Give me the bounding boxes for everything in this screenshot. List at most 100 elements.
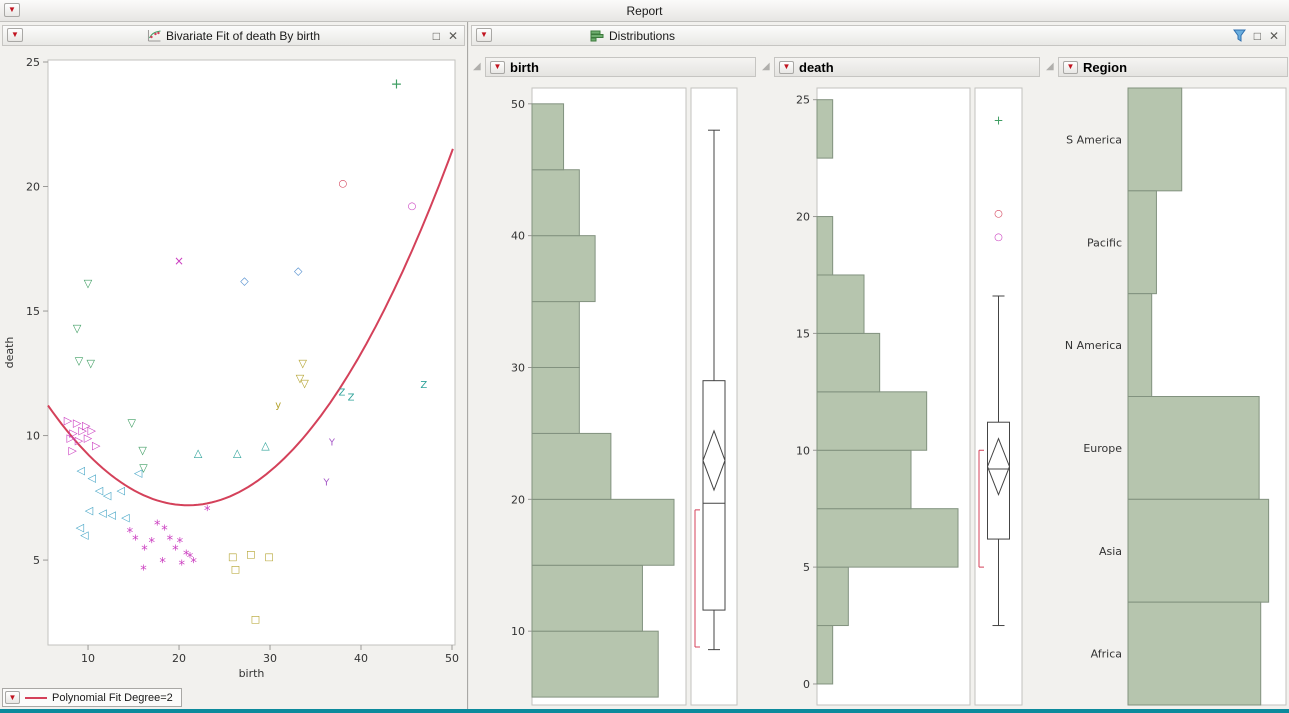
scatter-point-asterisk-magenta[interactable]: * (148, 536, 155, 551)
histogram-bar[interactable] (531, 630, 659, 698)
region-bar[interactable] (1127, 293, 1153, 398)
histogram-bar[interactable] (816, 216, 834, 276)
birth-histogram-plot[interactable]: 10 20 30 40 50 (473, 78, 756, 709)
collapse-triangle-icon[interactable]: ◢ (1046, 61, 1054, 72)
scatter-point-down-triangle-green[interactable]: ▽ (138, 444, 147, 457)
scatter-point-asterisk-magenta[interactable]: * (141, 544, 148, 559)
scatter-point-x-magenta[interactable]: × (174, 254, 184, 268)
scatter-point-left-triangle-cyan[interactable]: ◁ (85, 504, 94, 517)
scatter-point-letter-z-teal[interactable]: Z (420, 380, 427, 391)
scatter-point-asterisk-magenta[interactable]: * (132, 534, 139, 549)
scatter-point-diamond-blue[interactable]: ◇ (240, 275, 249, 288)
scatter-point-right-triangle-magenta[interactable]: ▷ (82, 419, 91, 432)
region-bar[interactable] (1127, 190, 1157, 295)
outlier-point[interactable]: ○ (994, 209, 1003, 220)
scatter-point-down-triangle-yellow[interactable]: ▽ (296, 372, 305, 385)
report-menu-button[interactable]: ▼ (4, 3, 20, 17)
scatter-point-letter-y-yellow[interactable]: y (275, 400, 281, 411)
histogram-bar[interactable] (531, 498, 675, 566)
scatter-point-asterisk-magenta[interactable]: * (167, 534, 174, 549)
histogram-bar[interactable] (531, 169, 580, 237)
region-bar[interactable] (1127, 396, 1260, 500)
scatter-point-square-yellow[interactable]: □ (228, 552, 237, 563)
histogram-bar[interactable] (531, 432, 612, 500)
scatter-point-asterisk-magenta[interactable]: * (190, 556, 197, 571)
scatter-point-left-triangle-cyan[interactable]: ◁ (77, 464, 86, 477)
scatter-point-letter-z-teal[interactable]: Z (348, 393, 355, 404)
histogram-bar[interactable] (816, 332, 881, 393)
bivariate-menu-button[interactable]: ▼ (7, 28, 23, 42)
scatter-point-plus-green[interactable]: + (391, 76, 403, 92)
scatter-point-right-triangle-magenta[interactable]: ▷ (64, 414, 73, 427)
fit-menu-button[interactable]: ▼ (5, 691, 20, 704)
scatter-point-asterisk-magenta[interactable]: * (183, 549, 190, 564)
scatter-point-right-triangle-magenta[interactable]: ▷ (78, 424, 87, 437)
maximize-button[interactable]: □ (432, 28, 440, 43)
scatter-point-square-yellow[interactable]: □ (264, 552, 273, 563)
histogram-bar[interactable] (531, 235, 596, 303)
histogram-bar[interactable] (816, 625, 834, 685)
histogram-bar[interactable] (816, 99, 834, 159)
collapse-triangle-icon[interactable]: ◢ (473, 61, 481, 72)
scatter-point-left-triangle-cyan[interactable]: ◁ (87, 471, 96, 484)
scatter-point-left-triangle-cyan[interactable]: ◁ (98, 506, 107, 519)
region-bar[interactable] (1127, 87, 1183, 192)
scatter-point-up-triangle-teal[interactable]: △ (261, 439, 270, 452)
collapse-triangle-icon[interactable]: ◢ (762, 61, 770, 72)
boxplot-box[interactable] (702, 380, 726, 611)
scatter-point-letter-z-teal[interactable]: Z (338, 388, 345, 399)
scatter-point-up-triangle-teal[interactable]: △ (194, 446, 203, 459)
scatter-point-left-triangle-cyan[interactable]: ◁ (95, 484, 104, 497)
histogram-bar[interactable] (816, 508, 959, 568)
scatter-point-left-triangle-cyan[interactable]: ◁ (76, 521, 85, 534)
scatter-point-asterisk-magenta[interactable]: * (172, 544, 179, 559)
histogram-bar[interactable] (816, 566, 849, 627)
scatter-point-asterisk-magenta[interactable]: * (127, 526, 134, 541)
scatter-point-right-triangle-magenta[interactable]: ▷ (68, 444, 77, 457)
scatter-point-asterisk-magenta[interactable]: * (179, 559, 186, 574)
scatter-point-circle-magenta[interactable]: ○ (408, 201, 417, 212)
scatter-point-right-triangle-magenta[interactable]: ▷ (67, 432, 76, 445)
region-bar[interactable] (1127, 601, 1262, 706)
outlier-point[interactable]: + (993, 114, 1003, 128)
region-menu-button[interactable]: ▼ (1063, 60, 1078, 74)
death-histogram-plot[interactable]: 0 5 10 15 20 25 + ○ ○ (762, 78, 1040, 709)
histogram-bar[interactable] (816, 274, 865, 334)
scatter-point-down-triangle-green[interactable]: ▽ (127, 417, 136, 430)
scatter-point-diamond-blue[interactable]: ◇ (294, 265, 303, 278)
scatter-point-right-triangle-magenta[interactable]: ▷ (75, 434, 84, 447)
scatter-point-down-triangle-green[interactable]: ▽ (73, 322, 82, 335)
histogram-bar[interactable] (531, 103, 565, 171)
scatter-point-down-triangle-green[interactable]: ▽ (75, 354, 84, 367)
scatter-point-asterisk-magenta[interactable]: * (187, 551, 194, 566)
scatter-point-circle-red[interactable]: ○ (338, 179, 347, 190)
scatter-point-down-triangle-yellow[interactable]: ▽ (299, 357, 308, 370)
scatter-point-square-yellow[interactable]: □ (231, 565, 240, 576)
scatter-point-right-triangle-magenta[interactable]: ▷ (84, 432, 93, 445)
scatter-point-right-triangle-magenta[interactable]: ▷ (69, 427, 78, 440)
outlier-point[interactable]: ○ (994, 232, 1003, 243)
close-button[interactable]: ✕ (447, 28, 458, 43)
scatter-point-right-triangle-magenta[interactable]: ▷ (92, 439, 101, 452)
scatter-point-left-triangle-cyan[interactable]: ◁ (80, 529, 89, 542)
scatter-point-down-triangle-yellow[interactable]: ▽ (300, 377, 309, 390)
birth-menu-button[interactable]: ▼ (490, 60, 505, 74)
scatter-point-asterisk-magenta[interactable]: * (159, 556, 166, 571)
scatter-point-left-triangle-cyan[interactable]: ◁ (117, 484, 126, 497)
region-bar-plot[interactable]: S America Pacific N America Europe Asia Afric… (1046, 78, 1288, 709)
scatter-point-asterisk-magenta[interactable]: * (154, 519, 161, 534)
scatter-point-square-yellow[interactable]: □ (251, 614, 260, 625)
scatter-point-right-triangle-magenta[interactable]: ▷ (87, 424, 96, 437)
scatter-point-right-triangle-magenta[interactable]: ▷ (73, 417, 82, 430)
scatter-point-asterisk-magenta[interactable]: * (204, 504, 211, 519)
maximize-button[interactable]: □ (1253, 28, 1261, 43)
histogram-bar[interactable] (816, 449, 912, 510)
scatter-point-square-yellow[interactable]: □ (246, 550, 255, 561)
scatter-point-down-triangle-green[interactable]: ▽ (87, 357, 96, 370)
region-bar[interactable] (1127, 498, 1270, 603)
scatter-point-asterisk-magenta[interactable]: * (177, 536, 184, 551)
scatter-point-down-triangle-green[interactable]: ▽ (84, 277, 93, 290)
scatter-point-up-triangle-teal[interactable]: △ (233, 446, 242, 459)
scatter-point-left-triangle-cyan[interactable]: ◁ (134, 466, 143, 479)
